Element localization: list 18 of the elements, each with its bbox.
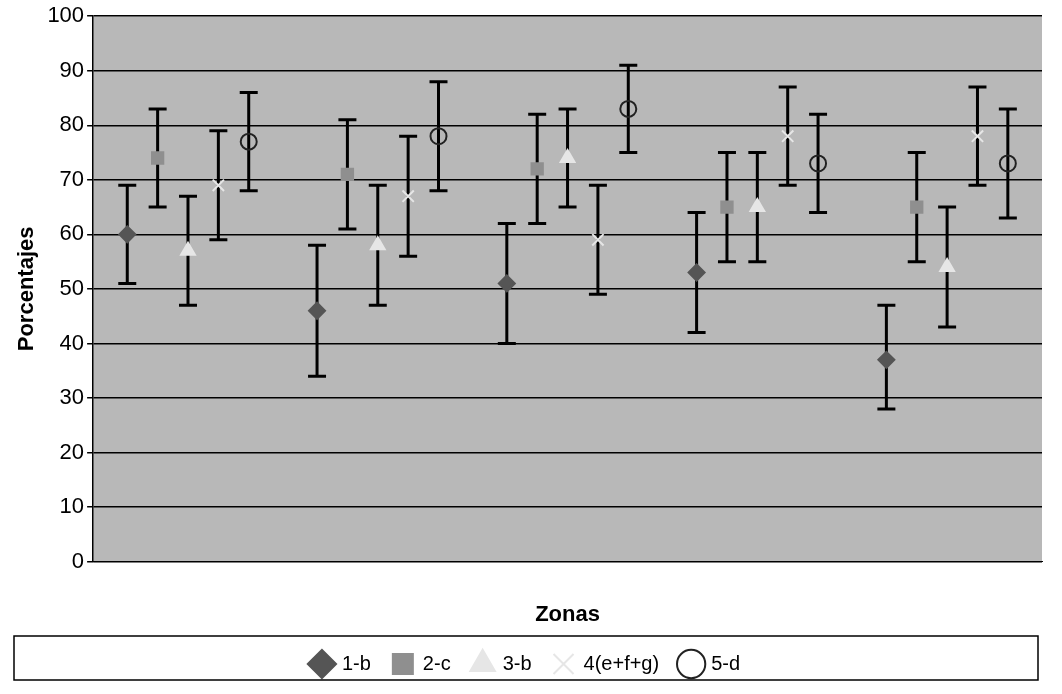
y-tick-label: 10 bbox=[59, 493, 85, 519]
legend-label: 2-c bbox=[422, 651, 451, 674]
y-axis-title: Porcentajes bbox=[13, 226, 39, 352]
y-tick-label: 20 bbox=[59, 438, 85, 464]
y-tick-label: 40 bbox=[59, 329, 85, 355]
legend-label: 1-b bbox=[341, 651, 371, 674]
y-tick-label: 60 bbox=[59, 220, 85, 246]
legend-label: 3-b bbox=[502, 651, 532, 674]
y-tick-label: 80 bbox=[59, 111, 85, 137]
y-tick-label: 100 bbox=[47, 2, 85, 28]
y-tick-label: 30 bbox=[59, 384, 85, 410]
y-tick-label: 70 bbox=[59, 165, 85, 191]
y-tick-label: 50 bbox=[59, 274, 85, 300]
y-tick-label: 0 bbox=[71, 547, 85, 573]
y-tick-label: 90 bbox=[59, 56, 85, 82]
x-axis-title: Zonas bbox=[535, 600, 600, 626]
legend-label: 4(e+f+g) bbox=[583, 651, 660, 674]
legend-label: 5-d bbox=[711, 651, 741, 674]
